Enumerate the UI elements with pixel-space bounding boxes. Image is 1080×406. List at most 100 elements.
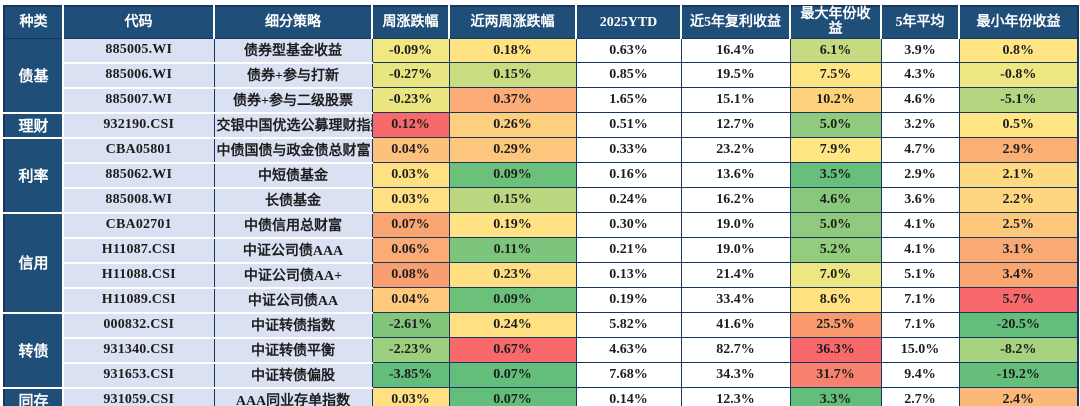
metric-cell: 0.21% bbox=[576, 237, 682, 264]
metric-cell: 0.19% bbox=[576, 287, 682, 314]
metric-cell: 0.15% bbox=[449, 187, 577, 214]
column-header-5: 2025YTD bbox=[576, 6, 682, 39]
metric-cell: 7.0% bbox=[790, 262, 882, 289]
code-cell: CBA02701 bbox=[63, 212, 215, 239]
metric-cell: 0.24% bbox=[576, 187, 682, 214]
table-row: 信用 CBA02701 中债信用总财富 0.07% 0.19% 0.30% 19.0% 5.0… bbox=[4, 212, 1078, 314]
column-header-9: 最小年份收益 bbox=[959, 6, 1078, 39]
metric-cell: 82.7% bbox=[681, 337, 791, 364]
strategy-cell: 债券+参与打新 bbox=[214, 62, 373, 89]
strategy-cell: 中证转债平衡 bbox=[214, 337, 373, 364]
metric-cell: 3.6% bbox=[881, 187, 960, 214]
metric-cell: 2.5% bbox=[959, 212, 1078, 239]
metric-cell: -8.2% bbox=[959, 337, 1078, 364]
code-cell: 931340.CSI bbox=[63, 337, 215, 364]
metric-cell: 0.03% bbox=[372, 387, 450, 406]
column-header-1: 代码 bbox=[63, 6, 215, 39]
metric-cell: 31.7% bbox=[790, 362, 882, 389]
metric-cell: 5.2% bbox=[790, 237, 882, 264]
code-cell: 931059.CSI bbox=[63, 387, 215, 406]
metric-cell: -2.61% bbox=[372, 312, 450, 339]
metric-cell: 34.3% bbox=[681, 362, 791, 389]
category-cell: 同存 bbox=[4, 387, 64, 406]
metric-cell: 7.9% bbox=[790, 137, 882, 164]
metric-cell: 15.1% bbox=[681, 87, 791, 114]
code-cell: H11089.CSI bbox=[63, 287, 215, 314]
metric-cell: 6.1% bbox=[790, 38, 882, 64]
metric-cell: 4.1% bbox=[881, 212, 960, 239]
strategy-cell: 中证转债指数 bbox=[214, 312, 373, 339]
metric-cell: 19.5% bbox=[681, 62, 791, 89]
column-header-3: 周涨跌幅 bbox=[372, 6, 450, 39]
metric-cell: -0.8% bbox=[959, 62, 1078, 89]
metric-cell: 7.5% bbox=[790, 62, 882, 89]
table-row: 885008.WI 长债基金 0.03% 0.15% 0.24% 16.2% 4.6% 3.6… bbox=[4, 187, 1078, 214]
table-row: H11087.CSI 中证公司债AAA 0.06% 0.11% 0.21% 19.0% 5.… bbox=[4, 237, 1078, 264]
column-header-6: 近5年复利收益 bbox=[681, 6, 791, 39]
strategy-cell: 中证公司债AA+ bbox=[214, 262, 373, 289]
metric-cell: 5.82% bbox=[576, 312, 682, 339]
metric-cell: 0.19% bbox=[449, 212, 577, 239]
metric-cell: 3.2% bbox=[881, 112, 960, 139]
category-cell: 信用 bbox=[4, 212, 64, 314]
code-cell: H11087.CSI bbox=[63, 237, 215, 264]
table-row: 931653.CSI 中证转债偏股 -3.85% 0.07% 7.68% 34.3% 31.… bbox=[4, 362, 1078, 389]
metric-cell: 0.51% bbox=[576, 112, 682, 139]
metric-cell: 0.30% bbox=[576, 212, 682, 239]
column-header-7: 最大年份收益 bbox=[790, 6, 882, 39]
metric-cell: 7.1% bbox=[881, 287, 960, 314]
code-cell: 885008.WI bbox=[63, 187, 215, 214]
table-row: H11088.CSI 中证公司债AA+ 0.08% 0.23% 0.13% 21.4% 7.… bbox=[4, 262, 1078, 289]
metric-cell: 19.0% bbox=[681, 237, 791, 264]
strategy-cell: 交银中国优选公募理财指数 bbox=[214, 112, 373, 139]
metric-cell: 0.03% bbox=[372, 187, 450, 214]
metric-cell: 0.8% bbox=[959, 38, 1078, 64]
header-row: 种类 代码 细分策略 周涨跌幅 近两周涨跌幅 2025YTD 近5年复利收益 最大年份收益 5年… bbox=[4, 6, 1078, 39]
metric-cell: 3.1% bbox=[959, 237, 1078, 264]
metric-cell: 21.4% bbox=[681, 262, 791, 289]
metric-cell: 0.11% bbox=[449, 237, 577, 264]
table-row: 885007.WI 债券+参与二级股票 -0.23% 0.37% 1.65% 15.1% 1… bbox=[4, 87, 1078, 114]
code-cell: 885005.WI bbox=[63, 38, 215, 64]
metric-cell: 2.4% bbox=[959, 387, 1078, 406]
strategy-cell: 中债信用总财富 bbox=[214, 212, 373, 239]
strategy-cell: 长债基金 bbox=[214, 187, 373, 214]
table-row: 利率 CBA05801 中债国债与政金债总财富 0.04% 0.29% 0.33% 23.2… bbox=[4, 137, 1078, 214]
metric-cell: 16.2% bbox=[681, 187, 791, 214]
metric-cell: 0.04% bbox=[372, 137, 450, 164]
category-cell: 理财 bbox=[4, 112, 64, 139]
strategy-cell: 债券型基金收益 bbox=[214, 38, 373, 64]
metric-cell: 4.63% bbox=[576, 337, 682, 364]
metric-cell: 9.4% bbox=[881, 362, 960, 389]
bond-strategy-returns-table: 种类 代码 细分策略 周涨跌幅 近两周涨跌幅 2025YTD 近5年复利收益 最大年份收益 5年… bbox=[3, 5, 1079, 406]
metric-cell: 2.9% bbox=[959, 137, 1078, 164]
metric-cell: 7.68% bbox=[576, 362, 682, 389]
category-cell: 利率 bbox=[4, 137, 64, 214]
metric-cell: 0.29% bbox=[449, 137, 577, 164]
strategy-cell: 中证转债偏股 bbox=[214, 362, 373, 389]
metric-cell: 16.4% bbox=[681, 38, 791, 64]
metric-cell: 4.6% bbox=[881, 87, 960, 114]
metric-cell: 0.24% bbox=[449, 312, 577, 339]
metric-cell: 1.65% bbox=[576, 87, 682, 114]
strategy-cell: 中证公司债AA bbox=[214, 287, 373, 314]
metric-cell: -0.23% bbox=[372, 87, 450, 114]
metric-cell: 5.1% bbox=[881, 262, 960, 289]
metric-cell: 0.07% bbox=[372, 212, 450, 239]
code-cell: 885062.WI bbox=[63, 162, 215, 189]
table-row: H11089.CSI 中证公司债AA 0.04% 0.09% 0.19% 33.4% 8.6… bbox=[4, 287, 1078, 314]
strategy-cell: 中债国债与政金债总财富 bbox=[214, 137, 373, 164]
metric-cell: 41.6% bbox=[681, 312, 791, 339]
table-row: 885062.WI 中短债基金 0.03% 0.09% 0.16% 13.6% 3.5% 2.… bbox=[4, 162, 1078, 189]
metric-cell: 0.04% bbox=[372, 287, 450, 314]
code-cell: 932190.CSI bbox=[63, 112, 215, 139]
metric-cell: 0.33% bbox=[576, 137, 682, 164]
metric-cell: 0.03% bbox=[372, 162, 450, 189]
metric-cell: 3.3% bbox=[790, 387, 882, 406]
metric-cell: 2.2% bbox=[959, 187, 1078, 214]
metric-cell: 15.0% bbox=[881, 337, 960, 364]
metric-cell: 0.85% bbox=[576, 62, 682, 89]
metric-cell: 4.6% bbox=[790, 187, 882, 214]
metric-cell: -2.23% bbox=[372, 337, 450, 364]
metric-cell: 0.23% bbox=[449, 262, 577, 289]
